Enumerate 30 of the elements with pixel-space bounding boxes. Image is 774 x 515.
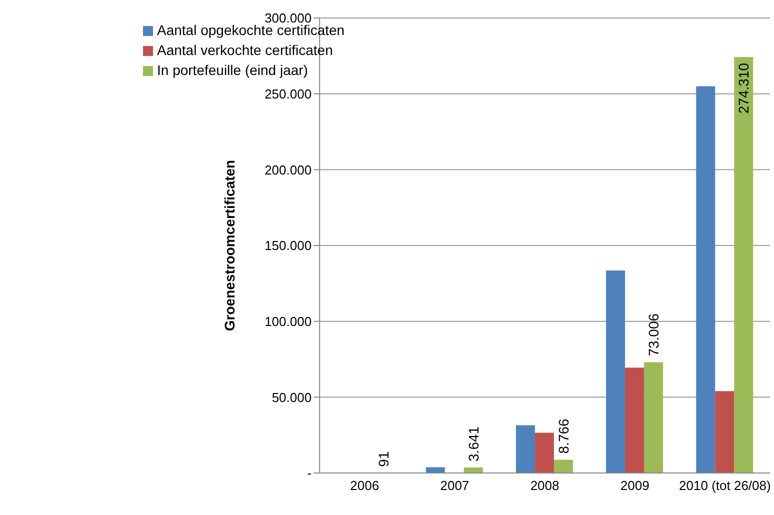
x-tick-label: 2008 — [530, 478, 560, 494]
x-tick-label: 2010 (tot 26/08) — [679, 478, 771, 494]
x-tick-label: 2009 — [620, 478, 650, 494]
bar — [606, 270, 626, 473]
bar — [715, 391, 734, 473]
bar — [534, 432, 554, 473]
bar — [696, 86, 716, 473]
data-label: 3.641 — [465, 426, 482, 462]
bar — [625, 368, 644, 473]
data-label: 8.766 — [555, 418, 572, 454]
x-tick-label: 2007 — [440, 478, 470, 494]
data-label: 91 — [375, 451, 392, 467]
bar — [516, 425, 535, 473]
y-tick-label: 250.000 — [264, 86, 312, 102]
data-label: 274.310 — [736, 62, 752, 114]
y-tick-label: 100.000 — [264, 314, 312, 329]
bar — [734, 56, 754, 473]
bar — [464, 467, 483, 473]
bar — [426, 467, 445, 473]
data-label: 73.006 — [646, 313, 662, 356]
y-tick-label: - — [307, 466, 312, 481]
bar — [554, 460, 573, 473]
y-axis-title: Groenestroomcertificaten — [222, 160, 238, 332]
legend-label: Aantal verkochte certificaten — [157, 42, 333, 58]
y-tick-label: 150.000 — [264, 238, 312, 254]
y-tick-label: 200.000 — [264, 162, 312, 178]
bar — [644, 362, 664, 473]
y-tick-label: 50.000 — [272, 390, 312, 405]
x-tick-label: 2006 — [350, 478, 380, 494]
legend-label: In portefeuille (eind jaar) — [157, 62, 308, 78]
